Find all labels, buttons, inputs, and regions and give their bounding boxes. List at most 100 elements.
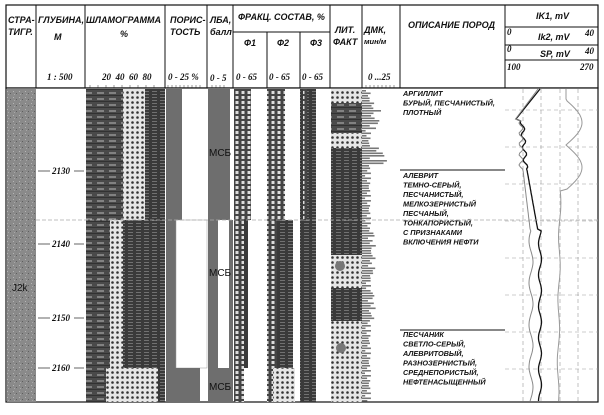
lba-label-2: МСБ <box>209 268 232 279</box>
dmk-bar <box>362 382 369 385</box>
ik2-max: 40 <box>584 28 595 38</box>
dmk-bar <box>362 177 371 180</box>
description-line: ПЕСЧАНИК <box>403 330 444 339</box>
shlam-header-2: % <box>120 29 128 39</box>
sp-min: 0 <box>507 44 512 54</box>
description-line: ВКЛЮЧЕНИЯ НЕФТИ <box>403 238 479 247</box>
depth-label-2140: 2140 <box>51 239 71 249</box>
dmk-bar <box>362 125 370 127</box>
dmk-bar <box>362 397 371 400</box>
dmk-bar <box>362 247 372 250</box>
description-line: С ПРИЗНАКАМИ <box>403 228 463 237</box>
porosity-header-1: ПОРИС- <box>170 15 205 25</box>
dmk-bar <box>362 240 373 242</box>
dmk-bar <box>362 135 367 137</box>
dmk-histogram <box>362 90 387 402</box>
dmk-bar <box>362 252 372 255</box>
dmk-bar <box>362 320 370 322</box>
lba-label-3: МСБ <box>209 382 232 393</box>
dmk-bar <box>362 250 371 252</box>
dmk-bar <box>362 292 373 295</box>
dmk-bar <box>362 337 369 340</box>
ik1-curve <box>514 88 543 402</box>
dmk-bar <box>362 380 371 382</box>
dmk-bar <box>362 285 371 287</box>
dmk-bar <box>362 110 381 112</box>
litfact-header-1: ЛИТ. <box>334 25 355 35</box>
dmk-bar <box>362 365 371 367</box>
dmk-bar <box>362 90 366 92</box>
description-line: НЕФТЕНАСЫЩЕННЫЙ <box>403 378 486 387</box>
dmk-bar <box>362 360 369 362</box>
dmk-bar <box>362 315 372 317</box>
dmk-bar <box>362 375 371 377</box>
dmk-bar <box>362 340 370 342</box>
dmk-bar <box>362 242 370 245</box>
depth-header-2: М <box>54 32 62 42</box>
description-line: ТЕМНО-СЕРЫЙ, <box>403 181 461 190</box>
dmk-bar <box>362 195 371 197</box>
dmk-bar <box>362 112 374 115</box>
porosity-header-2: ТОСТЬ <box>170 27 201 37</box>
dmk-bar <box>362 312 371 315</box>
dmk-bar <box>362 212 371 215</box>
dmk-bar <box>362 325 371 327</box>
dmk-header-1: ДМК, <box>363 25 386 35</box>
dmk-bar <box>362 127 376 130</box>
dmk-bar <box>362 100 370 102</box>
shlamogram-column <box>86 89 165 402</box>
dmk-bar <box>362 255 373 257</box>
depth-label-2150: 2150 <box>51 313 71 323</box>
f1-header: Ф1 <box>244 38 256 48</box>
dmk-bar <box>362 170 368 172</box>
f3-scale: 0 - 65 <box>302 72 323 82</box>
dmk-bar <box>362 232 374 235</box>
dmk-bar <box>362 357 371 360</box>
dmk-bar <box>362 202 368 205</box>
fraction-columns <box>234 89 316 402</box>
dmk-bar <box>362 322 368 325</box>
dmk-bar <box>362 207 369 210</box>
dmk-bar <box>362 332 367 335</box>
dmk-bar <box>362 155 385 157</box>
dmk-bar <box>362 342 370 345</box>
dmk-bar <box>362 132 371 135</box>
lba-scale: 0 - 5 <box>210 73 227 83</box>
strat-column <box>7 89 36 402</box>
sp-max: 40 <box>584 46 595 56</box>
sp-curve <box>556 89 583 402</box>
description-line: РАЗНОЗЕРНИСТЫЙ, <box>403 359 477 368</box>
ik2-header: Ik2, mV <box>538 32 571 42</box>
dmk-bar <box>362 280 371 282</box>
depth-ticks <box>38 170 84 369</box>
dmk-bar <box>362 352 371 355</box>
dmk-header-2: мин/м <box>364 37 387 46</box>
dmk-bar <box>362 275 371 277</box>
strat-header-1: СТРА- <box>8 15 35 25</box>
dmk-bar <box>362 257 376 260</box>
dmk-bar <box>362 142 370 145</box>
dmk-bar <box>362 145 370 147</box>
dmk-bar <box>362 272 374 275</box>
dmk-bar <box>362 120 380 122</box>
dmk-bar <box>362 392 371 395</box>
lba-header-2: балл <box>210 27 232 37</box>
dmk-bar <box>362 317 375 320</box>
dmk-bar <box>362 97 370 100</box>
scale-min: 100 <box>507 62 521 72</box>
lba-header-1: ЛБА, <box>209 15 231 25</box>
dmk-bar <box>362 367 368 370</box>
dmk-bar <box>362 140 369 142</box>
description-line: БУРЫЙ, ПЕСЧАНИСТЫЙ, <box>403 99 495 108</box>
porosity-column <box>166 89 208 402</box>
dmk-bar <box>362 130 366 132</box>
dmk-bar <box>362 162 384 165</box>
dmk-bar <box>362 270 373 272</box>
dmk-bar <box>362 362 369 365</box>
ik2-curve <box>514 88 539 402</box>
porosity-scale: 0 - 25 % <box>168 72 199 82</box>
dmk-bar <box>362 217 371 220</box>
dmk-bar <box>362 107 374 110</box>
dmk-bar <box>362 260 370 262</box>
